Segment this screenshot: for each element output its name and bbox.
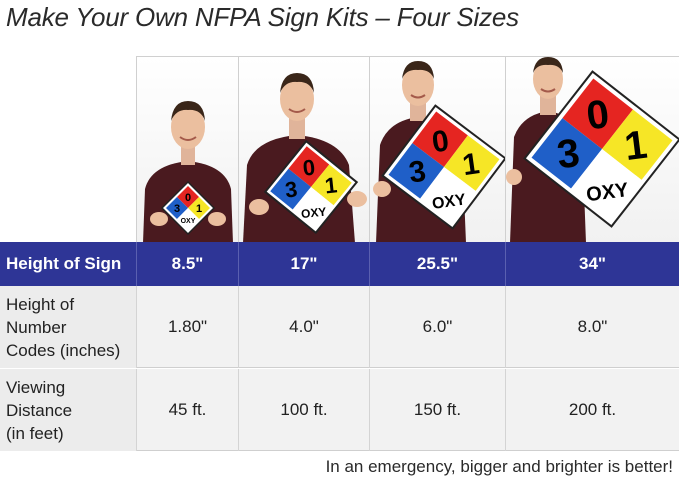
nfpa-diamond-xlarge: 3 0 1 OXY [523,70,679,228]
photo-34-inch: 3 0 1 OXY [505,56,679,242]
viewing-distance-8-5: 45 ft. [136,369,238,451]
sign-flammability-value: 0 [430,124,451,159]
code-height-25-5: 6.0" [369,286,505,368]
row-label-line: Viewing [6,377,66,397]
photo-17-inch: 3 0 1 OXY [238,56,369,242]
sign-instability-value: 1 [460,147,481,182]
tagline: In an emergency, bigger and brighter is … [325,457,673,476]
code-height-8-5: 1.80" [136,286,238,368]
row-label-line: Codes (inches) [6,340,121,360]
sign-special-value: OXY [181,218,196,225]
row-label-line: Number [6,317,67,337]
man-holding-large-sign: 3 0 1 OXY [373,61,505,242]
sign-special-value: OXY [585,179,630,206]
man-holding-small-sign: 3 0 1 OXY [143,101,233,242]
row-label-line: (in feet) [6,423,64,443]
sign-flammability-value: 0 [584,92,611,138]
code-height-34: 8.0" [505,286,679,368]
sign-health-value: 3 [407,155,428,190]
page-title: Make Your Own NFPA Sign Kits – Four Size… [6,2,519,32]
sign-height-25-5: 25.5" [369,242,505,286]
sign-health-value: 3 [284,177,299,203]
sign-health-value: 3 [555,131,582,177]
sign-instability-value: 1 [196,203,202,215]
sign-height-34: 34" [505,242,679,286]
row-label-sign-height: Height of Sign [6,254,122,273]
sign-special-value: OXY [431,191,467,213]
photo-8-5-inch: 3 0 1 OXY [136,56,238,242]
row-label-line: Height of [6,294,75,314]
sign-height-8-5: 8.5" [136,242,238,286]
photo-strip: 3 0 1 OXY 3 0 1 OXY [136,56,679,242]
code-height-17: 4.0" [238,286,369,368]
viewing-distance-34: 200 ft. [505,369,679,451]
man-holding-medium-sign: 3 0 1 OXY [243,73,367,242]
viewing-distance-17: 100 ft. [238,369,369,451]
sign-flammability-value: 0 [185,192,191,204]
table-header-row: Height of Sign 8.5" 17" 25.5" 34" [0,242,679,286]
nfpa-diamond-medium: 3 0 1 OXY [263,139,359,235]
table-row-viewing-distance: Viewing Distance (in feet) 45 ft. 100 ft… [0,369,679,451]
sign-height-17: 17" [238,242,369,286]
sign-health-value: 3 [174,203,180,215]
nfpa-diamond-small: 3 0 1 OXY [160,180,216,236]
viewing-distance-25-5: 150 ft. [369,369,505,451]
row-label-viewing-distance: Viewing Distance (in feet) [0,369,136,451]
row-label-number-codes: Height of Number Codes (inches) [0,286,136,368]
sign-instability-value: 1 [324,172,339,198]
sign-special-value: OXY [300,205,327,222]
sign-instability-value: 1 [622,123,649,169]
man-holding-xlarge-sign: 3 0 1 OXY [506,57,679,242]
nfpa-diamond-large: 3 0 1 OXY [381,104,505,230]
table-row-number-codes: Height of Number Codes (inches) 1.80" 4.… [0,286,679,368]
sign-flammability-value: 0 [302,155,317,181]
photo-25-5-inch: 3 0 1 OXY [369,56,505,242]
row-label-line: Distance [6,400,73,420]
